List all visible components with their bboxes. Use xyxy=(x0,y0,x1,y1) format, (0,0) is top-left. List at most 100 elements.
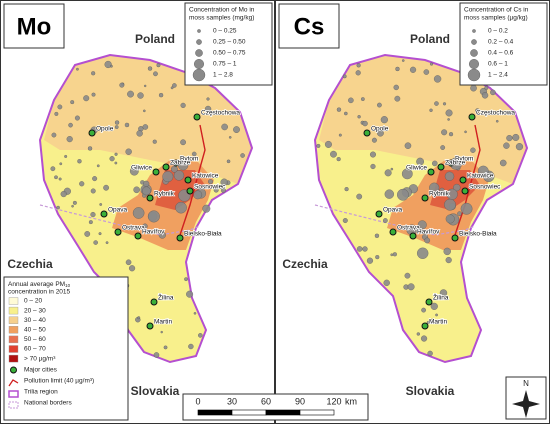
sample-point xyxy=(99,203,103,206)
sample-point xyxy=(445,214,455,224)
sample-point xyxy=(360,97,365,101)
sample-point xyxy=(51,132,57,138)
city-marker xyxy=(88,129,96,137)
sample-point xyxy=(404,272,411,279)
city-marker xyxy=(447,159,455,167)
city-label: Gliwice xyxy=(406,165,427,172)
sample-point xyxy=(470,147,476,153)
sample-point xyxy=(433,75,442,83)
sample-point xyxy=(377,102,382,108)
scale-tick: 0 xyxy=(195,396,200,406)
sample-point xyxy=(114,152,118,156)
sample-point xyxy=(404,142,412,149)
sample-point xyxy=(110,64,113,68)
sample-point xyxy=(109,156,115,162)
city-label: Bielsko-Biała xyxy=(184,231,222,238)
sample-point xyxy=(160,330,163,334)
sample-point xyxy=(125,259,132,266)
pm-swatch xyxy=(8,335,19,344)
sample-point xyxy=(137,316,141,320)
sample-point xyxy=(90,211,96,218)
sample-point xyxy=(430,302,438,310)
sample-point xyxy=(429,182,440,193)
sample-point xyxy=(68,122,73,128)
sample-point xyxy=(74,115,80,121)
city-marker xyxy=(146,322,154,330)
sample-point xyxy=(421,307,427,313)
limit-line xyxy=(179,124,206,236)
pm-item: 40 – 50 xyxy=(24,327,46,334)
city-marker xyxy=(425,298,433,306)
sample-point xyxy=(180,139,186,146)
panel-label: Mo xyxy=(17,13,52,40)
sample-point xyxy=(128,265,136,272)
sample-point xyxy=(356,193,363,200)
sample-point xyxy=(395,66,400,72)
city-label: Katowice xyxy=(467,173,494,180)
sample-point xyxy=(370,163,376,170)
sample-point xyxy=(439,289,448,297)
sample-point xyxy=(397,188,409,201)
sample-point xyxy=(129,166,139,176)
sample-point xyxy=(98,232,102,236)
city-label: Žilina xyxy=(433,293,449,302)
sample-point xyxy=(453,183,461,192)
sample-point xyxy=(188,343,194,350)
city-marker xyxy=(176,234,184,242)
sample-point xyxy=(506,135,513,142)
sample-point xyxy=(103,184,110,191)
sample-point xyxy=(158,92,164,98)
sample-point xyxy=(193,312,197,315)
sample-point xyxy=(344,187,349,192)
sample-point xyxy=(56,205,60,210)
sample-point xyxy=(162,171,174,183)
city-marker xyxy=(409,232,417,240)
sample-point xyxy=(143,109,146,113)
sample-point xyxy=(221,123,228,131)
legend-item: 0.50 – 0.75 xyxy=(213,50,246,57)
sample-point xyxy=(105,241,109,245)
sample-point xyxy=(127,90,134,98)
sample-point xyxy=(401,59,405,62)
sample-point xyxy=(475,108,480,113)
sample-point xyxy=(240,153,245,158)
city-label: Zabrze xyxy=(445,160,466,167)
city-label: Częstochowa xyxy=(201,110,240,117)
sample-point xyxy=(444,198,456,211)
city-marker xyxy=(172,159,180,167)
legend-symbol xyxy=(470,49,478,57)
sample-point xyxy=(324,140,332,148)
region-border xyxy=(313,53,529,364)
legend-item: 0.2 – 0.4 xyxy=(488,39,514,46)
map-panel: Częstochowa Opole Bytom Gliwice ZabrzeKatowi… xyxy=(0,0,275,424)
symbol-item: Pollution limit (40 µg/m³) xyxy=(24,378,94,385)
sample-point xyxy=(180,102,186,108)
sample-point xyxy=(152,139,157,144)
sample-point xyxy=(374,233,380,238)
sample-point xyxy=(390,167,394,171)
sample-point xyxy=(119,82,125,88)
pm-item: > 70 µg/m³ xyxy=(24,355,56,362)
sample-point xyxy=(213,187,219,193)
sample-point xyxy=(495,119,499,123)
city-marker xyxy=(459,176,467,184)
sample-point xyxy=(464,130,467,134)
sample-point xyxy=(330,150,337,158)
city-marker xyxy=(150,298,158,306)
sample-point xyxy=(147,66,153,71)
pm-legend-box xyxy=(3,276,129,421)
city-marker xyxy=(186,187,194,195)
legend-symbol xyxy=(469,59,480,70)
sample-point xyxy=(390,253,394,257)
pm-swatch xyxy=(8,306,19,315)
sample-point xyxy=(429,62,434,66)
sample-point xyxy=(445,109,453,117)
sample-point xyxy=(470,84,477,92)
city-marker xyxy=(193,113,201,121)
sample-point xyxy=(57,104,63,110)
city-label: Bielsko-Biała xyxy=(459,231,497,238)
sample-point xyxy=(336,107,342,112)
country-label: Slovakia xyxy=(131,384,180,398)
sample-point xyxy=(54,111,59,116)
